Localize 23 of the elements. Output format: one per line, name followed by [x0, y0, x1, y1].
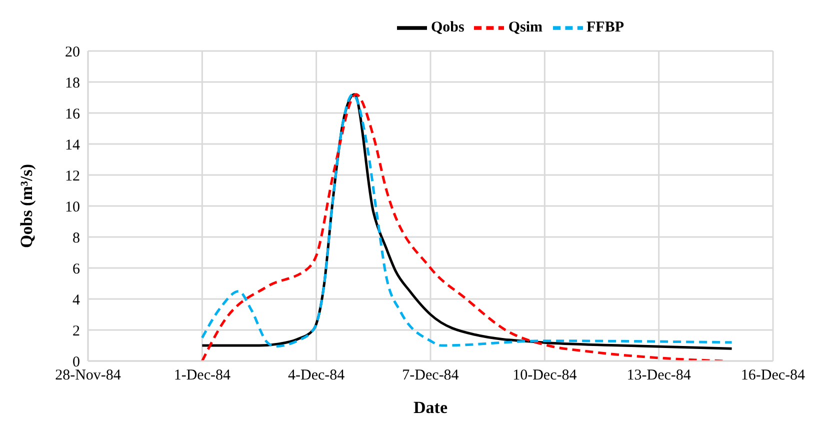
x-tick-label: 1-Dec-84	[174, 368, 231, 384]
x-tick-label: 7-Dec-84	[402, 368, 460, 384]
y-tick-label: 0	[72, 354, 80, 370]
x-tick-label: 28-Nov-84	[55, 368, 122, 384]
legend-label: FFBP	[586, 19, 624, 36]
y-tick-label: 6	[72, 261, 80, 278]
legend-label: Qsim	[508, 19, 543, 36]
y-tick-label: 8	[72, 230, 80, 246]
y-tick-label: 4	[72, 292, 80, 308]
y-tick-label: 10	[65, 199, 80, 216]
y-tick-label: 20	[65, 44, 80, 60]
x-tick-label: 13-Dec-84	[626, 368, 692, 384]
x-tick-label: 4-Dec-84	[288, 368, 346, 384]
x-tick-label: 10-Dec-84	[512, 368, 578, 384]
y-tick-label: 12	[65, 168, 80, 184]
y-tick-label: 2	[72, 323, 80, 340]
legend-label: Qobs	[430, 19, 464, 36]
y-tick-label: 18	[65, 75, 80, 92]
x-axis-title: Date	[414, 398, 448, 417]
y-axis-title: Qobs (m³/s)	[17, 164, 36, 248]
y-tick-label: 16	[65, 106, 80, 122]
x-tick-label: 16-Dec-84	[740, 368, 806, 384]
y-tick-label: 14	[65, 137, 80, 154]
